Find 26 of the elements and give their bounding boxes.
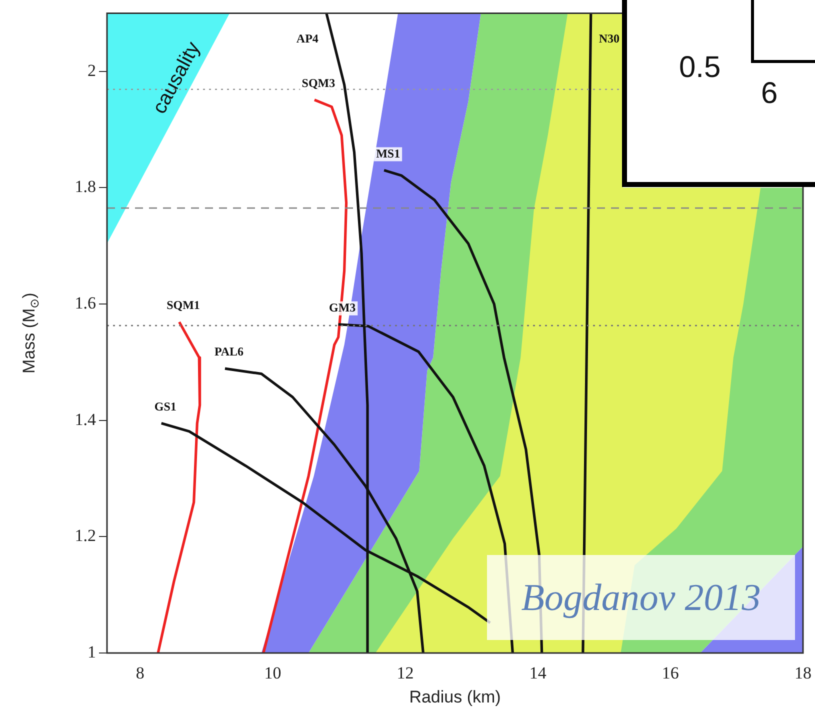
x-tick-label: 12: [396, 664, 414, 683]
series-label: GS1: [154, 399, 176, 414]
annotation: 6: [761, 77, 778, 111]
series-label: MS1: [376, 146, 400, 160]
x-tick-label: 18: [794, 664, 812, 683]
x-tick-label: 14: [529, 664, 547, 683]
x-tick-label: 16: [662, 664, 679, 683]
x-tick-label: 10: [264, 664, 282, 683]
y-tick-label: 2: [88, 60, 96, 80]
series-label: PAL6: [214, 344, 244, 359]
y-tick-label: 1: [88, 642, 96, 662]
annotation: 0.5: [679, 51, 721, 85]
y-tick-label: 1.6: [74, 293, 96, 312]
y-tick-label: 1.4: [74, 410, 96, 429]
series-label: AP4: [296, 31, 318, 46]
y-axis-title: Mass (M⊙): [20, 292, 42, 374]
x-tick-label: 8: [136, 664, 144, 683]
series-label: SQM3: [302, 76, 336, 90]
series-label: SQM1: [166, 298, 200, 312]
series-label: N30: [598, 31, 620, 46]
y-tick-label: 1.2: [74, 526, 96, 546]
inset-panel: 0.5 6: [622, 0, 815, 187]
annotation: Bogdanov 2013: [487, 555, 795, 640]
y-tick-label: 1.8: [74, 177, 96, 196]
x-axis-title: Radius (km): [409, 688, 501, 707]
series-label: GM3: [329, 300, 356, 314]
